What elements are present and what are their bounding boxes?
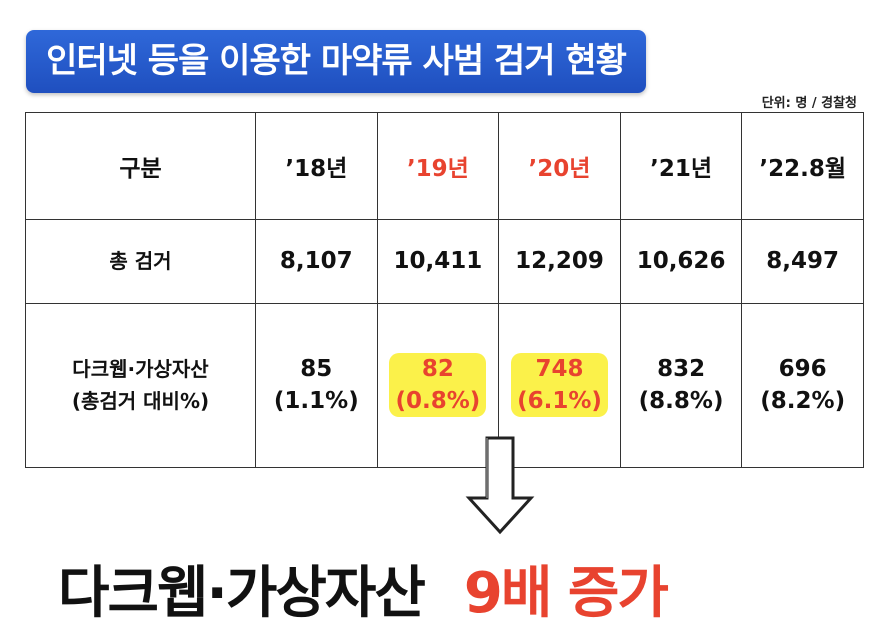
row-label-darkweb-line1: 다크웹·가상자산 [72,357,209,382]
row-label-darkweb: 다크웹·가상자산 (총검거 대비%) [25,302,256,468]
cell-darkweb-2019-pct: (0.8%) [395,388,481,415]
table-row-total-arrests: 총 검거 8,107 10,411 12,209 10,626 8,497 [25,219,864,304]
header-label: 구분 [25,112,256,220]
cell-darkweb-2020-count: 748 [535,356,584,383]
col-header-2022-aug: ’22.8월 [741,112,864,220]
highlight-marker: 748 (6.1%) [511,353,608,418]
row-label-darkweb-line2: (총검거 대비%) [71,389,210,414]
cell-darkweb-2022-aug: 696 (8.2%) [741,302,864,468]
page-title: 인터넷 등을 이용한 마약류 사범 검거 현황 [46,41,627,81]
col-header-2019: ’19년 [376,112,500,220]
cell-darkweb-2020-pct: (6.1%) [517,388,602,415]
col-header-2021: ’21년 [619,112,743,220]
col-header-2018: ’18년 [255,112,378,220]
cell-darkweb-2022-aug-count: 696 [778,356,827,383]
highlight-marker: 82 (0.8%) [389,353,487,418]
cell-darkweb-2018: 85 (1.1%) [255,302,378,468]
stats-table: 구분 ’18년 ’19년 ’20년 ’21년 ’22.8월 총 검거 8,107… [25,112,864,468]
col-header-2020: ’20년 [498,112,621,220]
cell-darkweb-2021: 832 (8.8%) [619,302,743,468]
cell-total-2018: 8,107 [255,219,378,304]
caption-main: 다크웹·가상자산 [58,561,426,626]
cell-darkweb-2019: 82 (0.8%) [376,302,500,468]
title-banner: 인터넷 등을 이용한 마약류 사범 검거 현황 [26,30,646,93]
cell-darkweb-2018-count: 85 [300,356,333,383]
cell-total-2020: 12,209 [498,219,621,304]
cell-total-2021: 10,626 [619,219,743,304]
table-header-row: 구분 ’18년 ’19년 ’20년 ’21년 ’22.8월 [25,112,864,220]
down-arrow-icon [465,436,535,535]
unit-note: 단위: 명 / 경찰청 [761,96,857,111]
bottom-caption: 다크웹·가상자산 9배 증가 [58,548,669,629]
cell-darkweb-2021-count: 832 [657,356,706,383]
cell-darkweb-2019-count: 82 [421,356,454,383]
cell-darkweb-2018-pct: (1.1%) [273,388,359,415]
caption-emphasis: 9배 증가 [463,561,669,626]
cell-total-2019: 10,411 [376,219,500,304]
cell-darkweb-2021-pct: (8.8%) [638,388,724,415]
row-label-total: 총 검거 [25,219,256,304]
table-row-darkweb-crypto: 다크웹·가상자산 (총검거 대비%) 85 (1.1%) 82 (0.8%) 7… [25,302,864,468]
cell-darkweb-2022-aug-pct: (8.2%) [760,388,846,415]
cell-total-2022-aug: 8,497 [741,219,864,304]
